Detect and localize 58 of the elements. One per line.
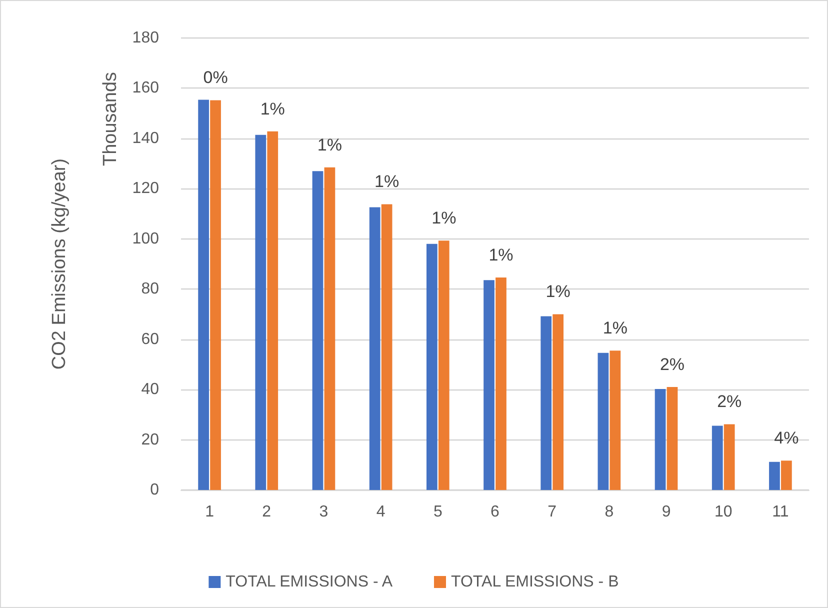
bar [496, 278, 506, 490]
x-tick-label: 5 [433, 504, 442, 520]
legend-label: TOTAL EMISSIONS - B [451, 574, 619, 590]
bar [724, 424, 735, 490]
bar [198, 100, 209, 490]
y-axis-title: CO2 Emissions (kg/year) [49, 158, 70, 370]
y-tick-label: 60 [141, 330, 160, 348]
y-tick-label: 100 [132, 230, 160, 248]
legend-label: TOTAL EMISSIONS - A [226, 574, 393, 590]
annotation: 0% [203, 68, 228, 87]
bar [369, 207, 380, 490]
y-tick-label: 80 [141, 280, 160, 298]
bar [438, 240, 450, 490]
bar [255, 134, 266, 490]
annotation: 1% [374, 172, 400, 192]
bar [610, 350, 621, 490]
x-tick-label: 4 [376, 504, 386, 520]
x-tick-label: 2 [262, 504, 272, 520]
y-tick-label: 180 [132, 30, 160, 46]
bar [552, 314, 564, 490]
x-tick-label: 6 [490, 504, 500, 520]
x-tick-label: 11 [772, 504, 789, 520]
y-tick-label: 40 [141, 381, 160, 398]
annotation: 2% [660, 355, 685, 374]
x-tick-label: 1 [205, 504, 214, 520]
bar [312, 171, 324, 490]
y-tick-label: 140 [132, 130, 160, 147]
annotation: 1% [260, 99, 285, 118]
y-tick-label: 0 [150, 482, 160, 498]
bar [769, 462, 780, 490]
annotation: 2% [717, 392, 742, 412]
y-tick-label: 160 [132, 80, 160, 97]
bar [484, 280, 494, 490]
bar [712, 426, 723, 490]
x-tick-label: 8 [604, 504, 614, 520]
x-tick-label: 3 [319, 504, 328, 520]
x-tick-label: 7 [548, 504, 557, 520]
bar [267, 131, 278, 490]
bar [381, 204, 392, 490]
bar [540, 316, 552, 490]
bar [781, 460, 792, 490]
annotation: 1% [432, 208, 456, 228]
y-tick-label: 120 [132, 180, 160, 198]
bar [210, 100, 221, 490]
y-tick-label: 20 [141, 431, 160, 448]
bar [654, 389, 666, 490]
bar [666, 387, 678, 490]
x-tick-label: 9 [662, 504, 671, 520]
annotation: 1% [317, 135, 342, 154]
text: Thousands [100, 72, 121, 166]
annotation: 4% [774, 428, 799, 448]
bar [598, 352, 609, 490]
annotation: 1% [546, 282, 570, 302]
bar [426, 244, 438, 490]
annotation: 1% [488, 246, 514, 265]
x-tick-label: 10 [714, 504, 732, 520]
annotation: 1% [602, 318, 628, 338]
bar [324, 167, 336, 490]
